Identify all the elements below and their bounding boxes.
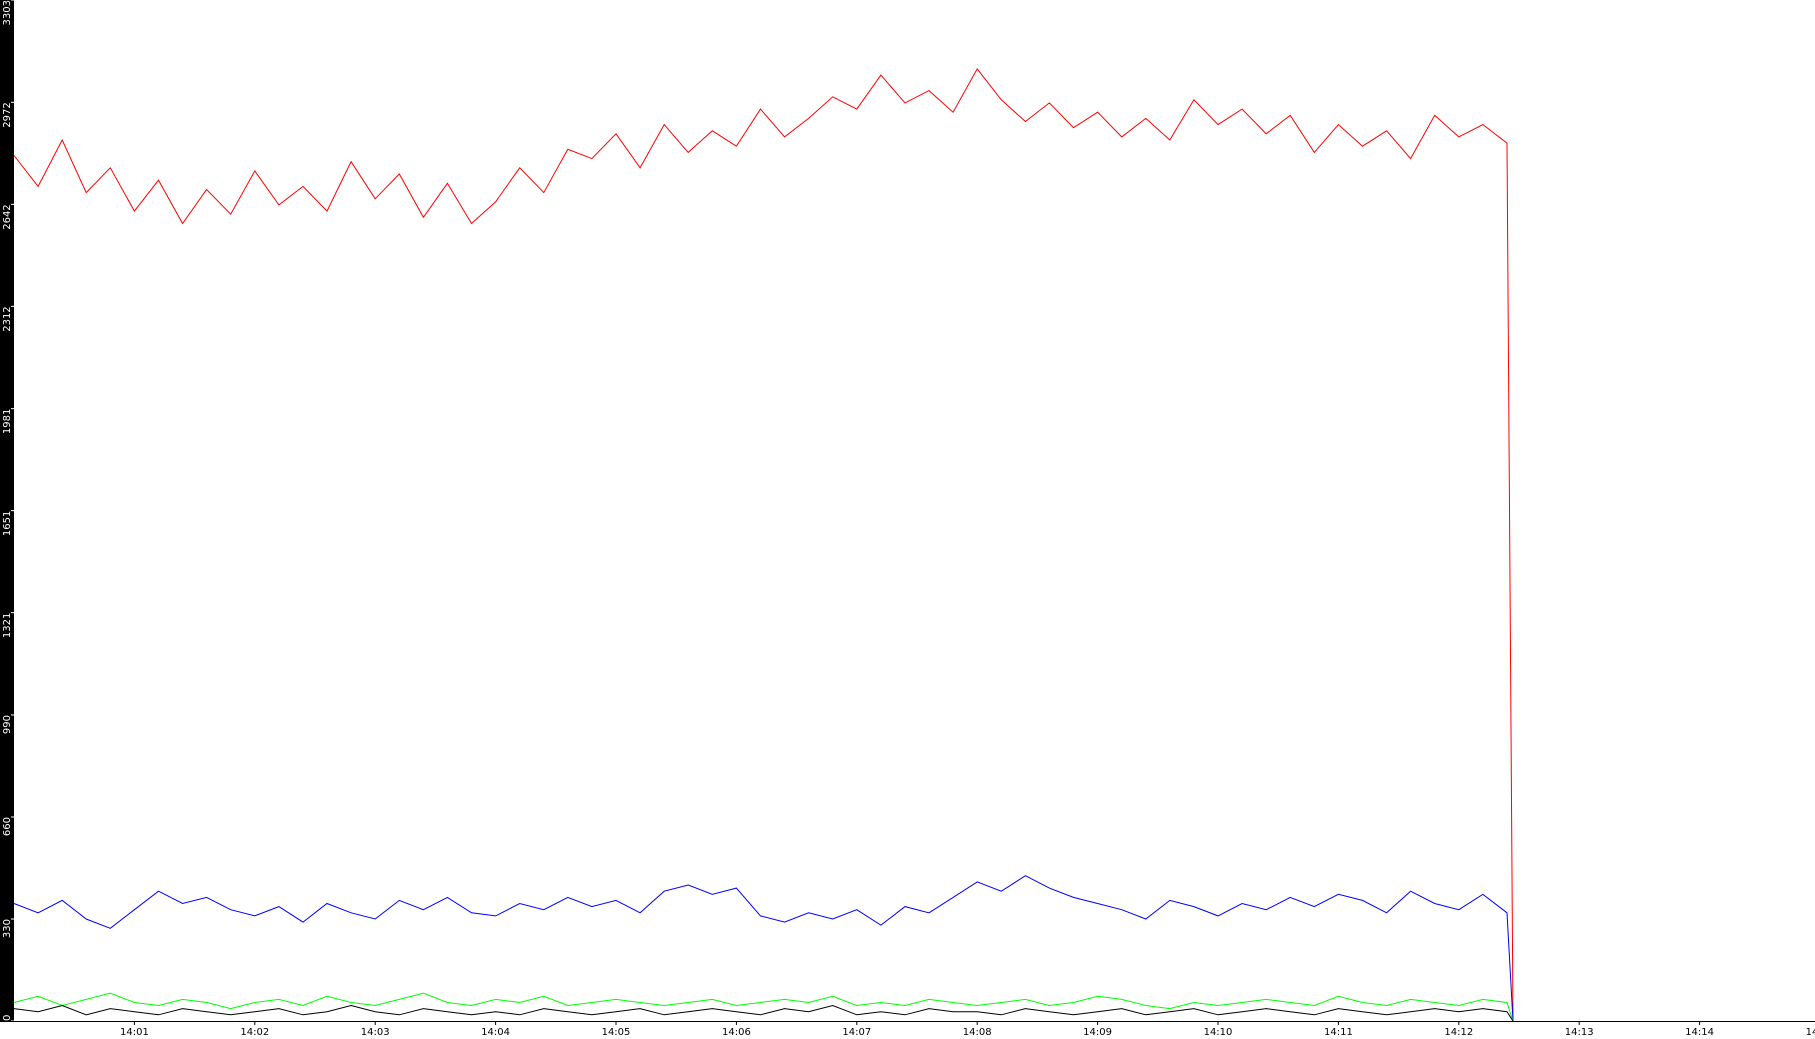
x-tick-label: 14:05 xyxy=(602,1027,631,1038)
series-line xyxy=(13,875,1514,1022)
y-axis-band xyxy=(0,0,14,1021)
x-tick-label: 14:02 xyxy=(240,1027,269,1038)
x-tick-label: 14:09 xyxy=(1083,1027,1112,1038)
series-line xyxy=(13,67,1514,1022)
series-line xyxy=(13,992,1514,1022)
y-tick-label: 2642 xyxy=(2,204,13,229)
x-tick-label: 14:10 xyxy=(1204,1027,1233,1038)
x-tick-label: 14:01 xyxy=(120,1027,149,1038)
y-tick-label: 330 xyxy=(2,919,13,938)
y-tick-label: 2972 xyxy=(2,102,13,127)
series-line xyxy=(13,1004,1514,1022)
y-tick-label: 990 xyxy=(2,715,13,734)
x-tick-label: 14:14 xyxy=(1685,1027,1714,1038)
x-tick-label: 14:06 xyxy=(722,1027,751,1038)
y-tick-label: 660 xyxy=(2,817,13,836)
x-tick-label: 14:08 xyxy=(963,1027,992,1038)
y-tick-label: 2312 xyxy=(2,306,13,331)
y-tick-label: 1981 xyxy=(2,409,13,434)
x-tick-label: 14:11 xyxy=(1324,1027,1353,1038)
y-tick-label: 1651 xyxy=(2,511,13,536)
y-tick-label: 3303 xyxy=(2,0,13,25)
x-tick-label: 14:13 xyxy=(1565,1027,1594,1038)
y-tick-label: 0 xyxy=(2,1015,13,1021)
x-tick-label: 14:07 xyxy=(842,1027,871,1038)
y-tick-label: 1321 xyxy=(2,613,13,638)
x-tick-label: 14:03 xyxy=(361,1027,390,1038)
x-tick-label: 14:04 xyxy=(481,1027,510,1038)
x-tick-label: 14:12 xyxy=(1444,1027,1473,1038)
x-tick-label: 14:15 xyxy=(1806,1027,1815,1038)
